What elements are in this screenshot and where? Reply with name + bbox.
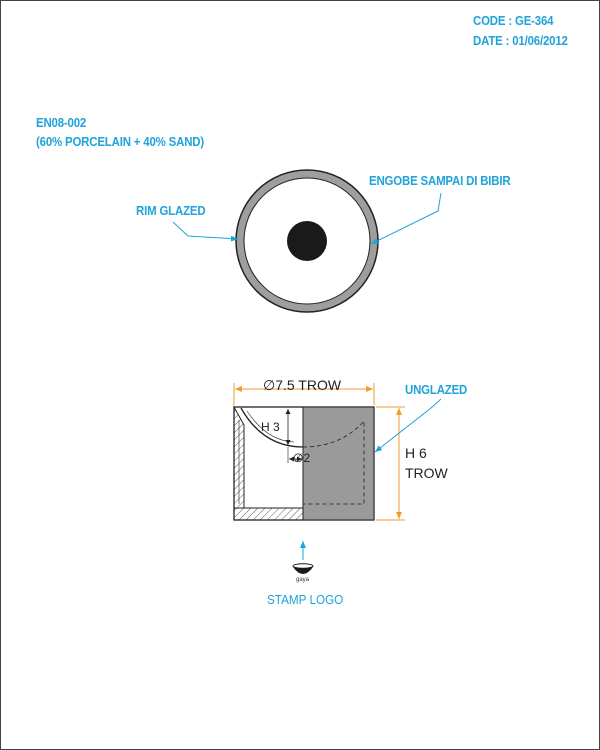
- unglazed-label: UNGLAZED: [405, 382, 468, 397]
- rim-glazed-leader: [172, 221, 239, 242]
- height-dimension-line2: TROW: [405, 465, 448, 481]
- hidden-lines: [302, 419, 365, 505]
- stamp-logo-label: STAMP LOGO: [267, 592, 344, 607]
- drawing-date: DATE : 01/06/2012: [473, 33, 568, 48]
- stamp-logo-text: gaya: [296, 577, 310, 583]
- section-view: [233, 383, 442, 521]
- stamp-group: [292, 541, 314, 574]
- material-code: EN08-002: [36, 115, 87, 130]
- drawing-code: CODE : GE-364: [473, 13, 554, 28]
- engobe-label: ENGOBE SAMPAI DI BIBIR: [369, 173, 511, 188]
- stamp-logo-icon: [293, 567, 313, 574]
- inner-cavity: [240, 407, 304, 448]
- center-hole: [287, 221, 327, 261]
- material-composition: (60% PORCELAIN + 40% SAND): [36, 134, 205, 149]
- engobe-leader: [370, 192, 442, 245]
- base-hatch: [233, 507, 304, 521]
- rim-glazed-label: RIM GLAZED: [136, 203, 206, 218]
- height-dimension-line1: H 6: [405, 445, 427, 461]
- top-view: [172, 169, 442, 313]
- inner-height-dimension: H 3: [261, 420, 280, 434]
- unglazed-half: [302, 406, 375, 521]
- unglazed-leader: [374, 398, 442, 453]
- diameter-dimension: ∅7.5 TROW: [263, 377, 342, 393]
- inner-diameter-dimension: ∅2: [293, 451, 311, 465]
